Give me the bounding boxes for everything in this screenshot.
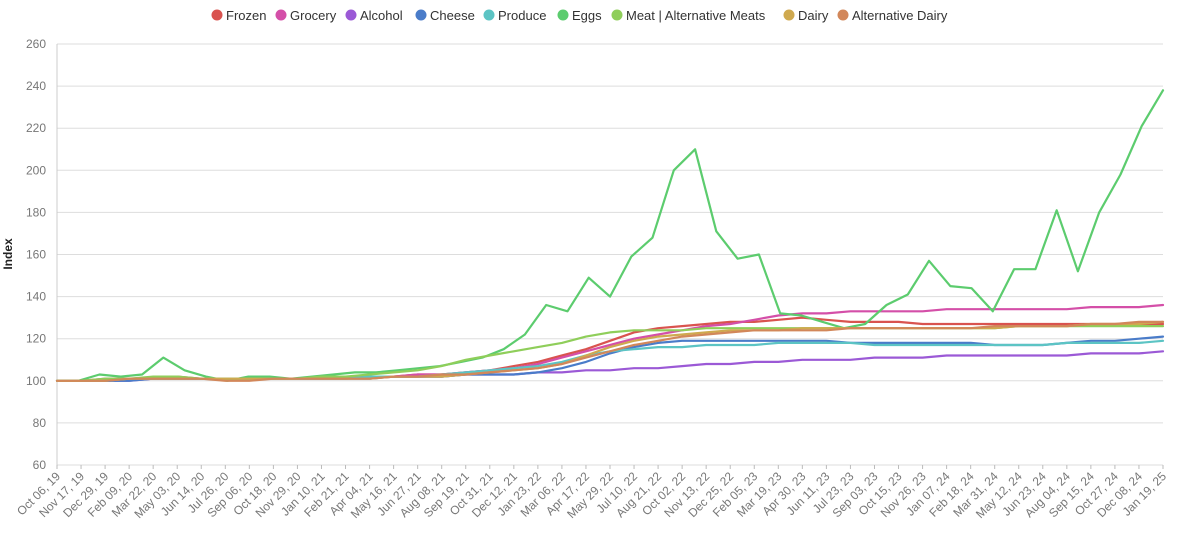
legend-label: Grocery bbox=[290, 8, 337, 23]
series-line-cheese bbox=[55, 335, 1165, 382]
legend-item[interactable]: Produce bbox=[483, 8, 547, 23]
series-line-alternative-dairy bbox=[55, 320, 1165, 382]
legend-label: Dairy bbox=[798, 8, 829, 23]
y-tick-label: 140 bbox=[26, 290, 46, 304]
y-tick-label: 60 bbox=[33, 458, 47, 472]
legend-swatch bbox=[211, 9, 223, 21]
y-tick-label: 120 bbox=[26, 332, 46, 346]
legend-item[interactable]: Grocery bbox=[275, 8, 337, 23]
legend-swatch bbox=[483, 9, 495, 21]
series-line-alcohol bbox=[55, 350, 1165, 382]
y-axis-label: Index bbox=[1, 238, 15, 270]
legend-item[interactable]: Meat | Alternative Meats bbox=[611, 8, 766, 23]
legend-item[interactable]: Alcohol bbox=[345, 8, 403, 23]
y-tick-label: 240 bbox=[26, 79, 46, 93]
y-tick-label: 160 bbox=[26, 248, 46, 262]
y-tick-label: 80 bbox=[33, 416, 47, 430]
legend-item[interactable]: Alternative Dairy bbox=[837, 8, 948, 23]
chart-series bbox=[55, 89, 1165, 382]
legend-item[interactable]: Frozen bbox=[211, 8, 267, 23]
legend-item[interactable]: Eggs bbox=[557, 8, 603, 23]
legend-label: Eggs bbox=[572, 8, 602, 23]
legend-swatch bbox=[415, 9, 427, 21]
series-line-eggs bbox=[55, 89, 1165, 382]
legend-item[interactable]: Cheese bbox=[415, 8, 475, 23]
legend-label: Cheese bbox=[430, 8, 475, 23]
legend-label: Produce bbox=[498, 8, 546, 23]
legend-label: Alternative Dairy bbox=[852, 8, 948, 23]
legend-swatch bbox=[275, 9, 287, 21]
legend-swatch bbox=[783, 9, 795, 21]
y-tick-label: 220 bbox=[26, 121, 46, 135]
chart-gridlines bbox=[56, 43, 1163, 466]
legend-swatch bbox=[837, 9, 849, 21]
legend-item[interactable]: Dairy bbox=[783, 8, 829, 23]
legend-swatch bbox=[557, 9, 569, 21]
y-tick-label: 100 bbox=[26, 374, 46, 388]
legend-swatch bbox=[611, 9, 623, 21]
chart-legend: Frozen Grocery Alcohol Cheese Produce Eggs Mea… bbox=[211, 8, 948, 23]
legend-label: Meat | Alternative Meats bbox=[626, 8, 766, 23]
y-tick-label: 260 bbox=[26, 37, 46, 51]
y-axis: 60 80 100 120 140 160 180 200 220 240 260 bbox=[26, 37, 46, 472]
legend-label: Frozen bbox=[226, 8, 266, 23]
y-tick-label: 180 bbox=[26, 205, 46, 219]
legend-label: Alcohol bbox=[360, 8, 403, 23]
y-tick-label: 200 bbox=[26, 163, 46, 177]
legend-swatch bbox=[345, 9, 357, 21]
